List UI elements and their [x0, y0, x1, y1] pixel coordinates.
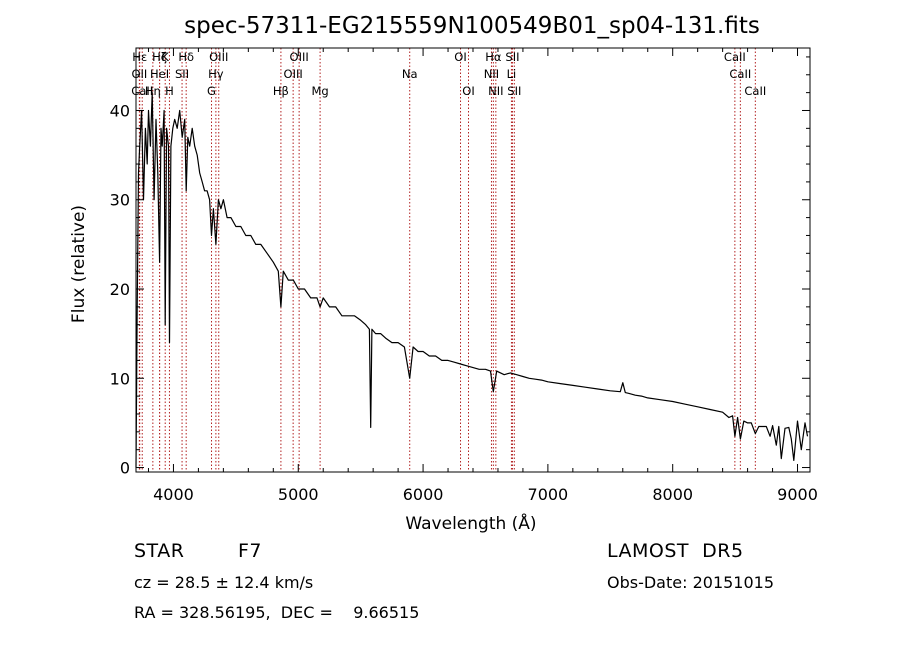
- spectral-line-label: CaII: [729, 67, 751, 81]
- x-tick-label: 8000: [652, 485, 693, 504]
- x-tick-label: 4000: [153, 485, 194, 504]
- spectral-line-label: Hζ: [152, 50, 167, 64]
- x-tick-label: 5000: [278, 485, 319, 504]
- spectral-line-label: Mg: [311, 84, 328, 98]
- y-axis-ticks: 0 10 20 30 40: [110, 56, 810, 478]
- spectral-line-label: SII: [175, 67, 189, 81]
- spectral-line-label: HeI: [150, 67, 169, 81]
- spectral-line-label: H: [165, 84, 174, 98]
- object-type-label: STAR: [134, 540, 185, 562]
- redshift-label: cz = 28.5 ± 12.4 km/s: [134, 573, 314, 592]
- spectral-line-label: NII: [488, 84, 503, 98]
- y-tick-label: 10: [110, 369, 130, 388]
- spectral-line-label: CaII: [131, 84, 153, 98]
- y-tick-label: 30: [110, 191, 130, 210]
- spectral-line-label: OI: [462, 84, 474, 98]
- subclass-label: F7: [238, 540, 263, 562]
- x-axis-ticks: 4000 5000 6000 7000 8000 9000: [147, 48, 818, 504]
- y-tick-label: 0: [120, 459, 130, 478]
- spectral-line-label: OII: [131, 67, 147, 81]
- spectral-line-label: NII: [484, 67, 499, 81]
- spectral-line-label: Hα: [485, 50, 502, 64]
- x-tick-label: 9000: [777, 485, 818, 504]
- spectral-line-label: Hη: [145, 84, 161, 98]
- spectral-line-markers: [138, 48, 756, 472]
- spectral-line-label: CaII: [744, 84, 766, 98]
- spectral-line-label: Li: [507, 67, 517, 81]
- spectral-line-label: Na: [402, 67, 418, 81]
- spectral-line-label: CaII: [724, 50, 746, 64]
- x-tick-label: 7000: [528, 485, 569, 504]
- chart-title: spec-57311-EG215559N100549B01_sp04-131.f…: [184, 13, 760, 39]
- spectral-line-label: SII: [507, 84, 521, 98]
- spectral-line-label: OIII: [284, 67, 303, 81]
- plot-frame: [135, 47, 811, 473]
- spectral-line-label: OIII: [209, 50, 228, 64]
- spectral-line-label: SII: [505, 50, 519, 64]
- y-axis-label: Flux (relative): [69, 205, 89, 323]
- spectral-line-label: K: [161, 50, 169, 64]
- spectral-line-label: Hδ: [178, 50, 194, 64]
- spectral-line-label: OIII: [290, 50, 309, 64]
- spectral-line-label: Hγ: [208, 67, 224, 81]
- x-axis-label: Wavelength (Å): [405, 512, 536, 534]
- spectral-line-label: G: [207, 84, 216, 98]
- y-tick-label: 20: [110, 280, 130, 299]
- spectrum-series-line: [135, 92, 809, 468]
- survey-label: LAMOST DR5: [607, 540, 744, 562]
- x-tick-label: 6000: [403, 485, 444, 504]
- spectral-line-label: Hβ: [273, 84, 289, 98]
- y-tick-label: 40: [110, 101, 130, 120]
- coordinates-label: RA = 328.56195, DEC = 9.66515: [134, 603, 420, 622]
- obs-date-label: Obs-Date: 20151015: [607, 573, 775, 592]
- spectral-line-label: OI: [454, 50, 466, 64]
